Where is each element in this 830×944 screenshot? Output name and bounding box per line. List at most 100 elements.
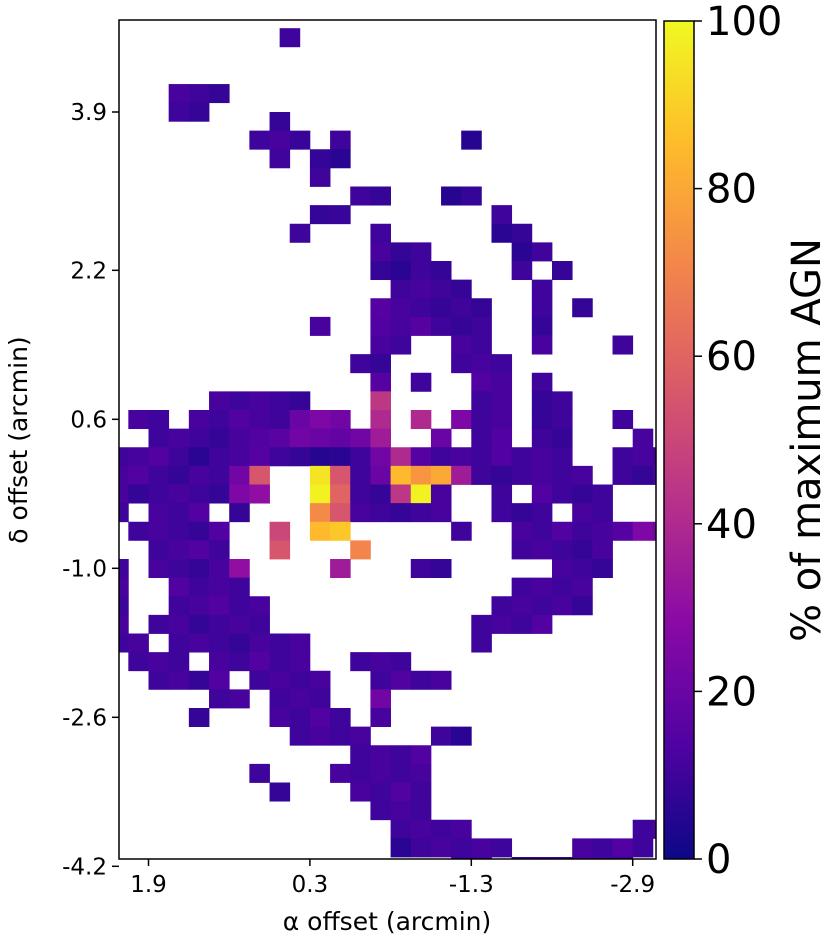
heatmap-pixel bbox=[491, 465, 513, 485]
heatmap-pixel bbox=[410, 298, 432, 318]
heatmap-pixel bbox=[552, 521, 573, 541]
heatmap-pixel bbox=[209, 391, 230, 411]
heatmap-pixel bbox=[370, 503, 391, 523]
heatmap-pixel bbox=[350, 782, 371, 802]
heatmap-pixel bbox=[269, 149, 291, 169]
heatmap-pixel bbox=[430, 484, 452, 504]
heatmap-pixel bbox=[168, 484, 190, 504]
heatmap-pixel bbox=[148, 540, 170, 560]
heatmap-pixel bbox=[148, 465, 170, 485]
heatmap-pixel bbox=[370, 186, 391, 206]
heatmap-pixel bbox=[612, 410, 634, 430]
colorbar-ticks: 0 20 40 60 80 100 bbox=[694, 0, 782, 883]
heatmap-pixel bbox=[119, 577, 129, 597]
heatmap-pixel bbox=[572, 540, 593, 560]
heatmap-pixel bbox=[430, 316, 452, 336]
y-tick-label: -2.6 bbox=[62, 705, 107, 731]
heatmap-pixel bbox=[229, 633, 250, 653]
heatmap-pixel bbox=[370, 428, 391, 448]
heatmap-pixel bbox=[451, 279, 472, 299]
heatmap-pixel bbox=[531, 298, 553, 318]
heatmap-pixel bbox=[370, 391, 391, 411]
heatmap-pixel bbox=[511, 242, 533, 262]
heatmap-pixel bbox=[390, 503, 412, 523]
colorbar: 0 20 40 60 80 100 % of maximum AGN bbox=[663, 0, 830, 883]
heatmap-pixel bbox=[531, 279, 553, 299]
heatmap-pixel bbox=[188, 428, 210, 448]
y-tick-label: -1.0 bbox=[62, 556, 107, 582]
heatmap-pixel bbox=[148, 521, 170, 541]
heatmap-pixel bbox=[209, 428, 230, 448]
heatmap-pixel bbox=[188, 503, 210, 523]
heatmap-pixel bbox=[229, 447, 250, 467]
heatmap-pixel bbox=[491, 223, 513, 243]
heatmap-pixel bbox=[370, 261, 391, 281]
colorbar-tick-label: 20 bbox=[706, 669, 757, 715]
heatmap-pixel bbox=[128, 633, 149, 653]
heatmap-pixel bbox=[632, 428, 654, 448]
heatmap-pixel bbox=[552, 261, 573, 281]
heatmap-pixel bbox=[269, 633, 291, 653]
heatmap-pixel bbox=[188, 540, 210, 560]
heatmap-pixel bbox=[350, 540, 371, 560]
heatmap-pixel bbox=[511, 503, 533, 523]
heatmap-pixel bbox=[188, 484, 210, 504]
heatmap-pixel bbox=[410, 503, 432, 523]
heatmap-pixel bbox=[350, 503, 371, 523]
heatmap-pixel bbox=[390, 465, 412, 485]
heatmap-pixel bbox=[330, 521, 351, 541]
y-tick-label: -4.2 bbox=[62, 854, 107, 880]
heatmap-pixel bbox=[430, 670, 452, 690]
heatmap-pixel bbox=[128, 484, 149, 504]
heatmap-pixel bbox=[410, 782, 432, 802]
heatmap-pixel bbox=[309, 167, 331, 187]
heatmap-pixel bbox=[269, 112, 291, 132]
heatmap-pixel bbox=[572, 465, 593, 485]
heatmap-pixel bbox=[350, 447, 371, 467]
heatmap-pixel bbox=[511, 447, 533, 467]
heatmap-pixel bbox=[410, 242, 432, 262]
heatmap-pixel bbox=[410, 316, 432, 336]
heatmap-pixel bbox=[471, 633, 492, 653]
heatmap-pixel bbox=[451, 726, 472, 746]
heatmap-pixel bbox=[552, 484, 573, 504]
x-tick-label: 1.9 bbox=[130, 872, 167, 898]
heatmap-pixel bbox=[249, 130, 270, 150]
heatmap-pixel bbox=[652, 447, 656, 467]
heatmap-pixel bbox=[249, 763, 270, 783]
heatmap-pixel bbox=[552, 596, 573, 616]
heatmap-pixel bbox=[531, 857, 553, 859]
heatmap-pixel bbox=[350, 354, 371, 374]
heatmap-pixel bbox=[68, 447, 89, 466]
heatmap-pixel bbox=[390, 782, 412, 802]
heatmap-pixel bbox=[309, 465, 331, 485]
heatmap-pixel bbox=[511, 465, 533, 485]
heatmap-pixel bbox=[390, 335, 412, 355]
heatmap-pixel bbox=[552, 559, 573, 579]
heatmap-pixel bbox=[148, 652, 170, 672]
heatmap-pixel bbox=[330, 205, 351, 225]
heatmap-pixel bbox=[209, 559, 230, 579]
heatmap-pixel bbox=[370, 708, 391, 728]
heatmap-pixel bbox=[390, 261, 412, 281]
heatmap-pixel bbox=[168, 559, 190, 579]
heatmap-pixel bbox=[370, 242, 391, 262]
heatmap-pixel bbox=[572, 521, 593, 541]
heatmap-pixel bbox=[249, 614, 270, 634]
heatmap-pixel bbox=[249, 428, 270, 448]
heatmap-pixel bbox=[531, 447, 553, 467]
heatmap-pixel bbox=[119, 447, 129, 467]
heatmap-pixel bbox=[632, 447, 654, 467]
heatmap-pixel bbox=[188, 465, 210, 485]
heatmap-pixel bbox=[188, 102, 210, 122]
heatmap-pixel bbox=[451, 838, 472, 858]
heatmap-pixel bbox=[410, 410, 432, 430]
heatmap-pixel bbox=[209, 540, 230, 560]
heatmap-pixel bbox=[188, 708, 210, 728]
heatmap-pixel bbox=[430, 726, 452, 746]
heatmap-pixel bbox=[209, 614, 230, 634]
heatmap-pixel bbox=[652, 465, 656, 485]
heatmap-pixel bbox=[552, 428, 573, 448]
heatmap-pixel bbox=[572, 596, 593, 616]
heatmap-pixel bbox=[511, 614, 533, 634]
